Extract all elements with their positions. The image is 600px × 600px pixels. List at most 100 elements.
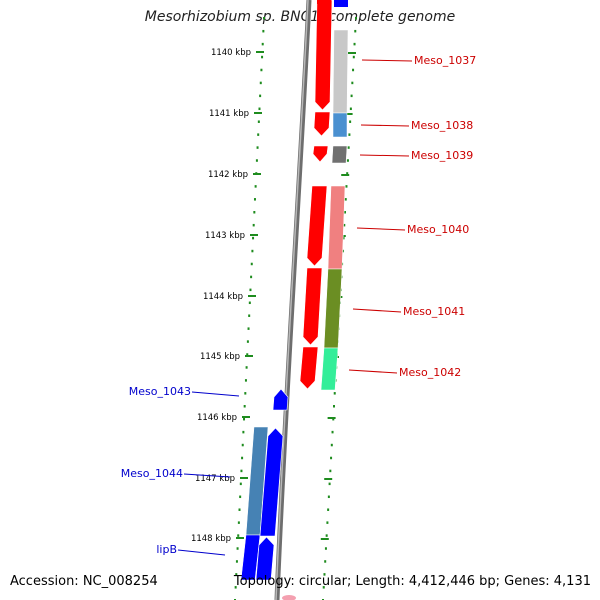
gene-labels: Meso_1037 Meso_1038 Meso_1039 Meso_1040 Meso…: [121, 54, 476, 556]
forward-gene-arrow: [306, 185, 328, 267]
ruler-dot-left: [246, 340, 249, 343]
function-bar: [327, 185, 346, 270]
ruler-dot-left: [247, 327, 250, 330]
ruler-dot-right: [329, 469, 332, 473]
ruler-dot-left: [237, 521, 240, 524]
partial-gene: [282, 595, 296, 600]
gene-label-meso-1043[interactable]: Meso_1043: [129, 385, 191, 398]
ruler-dot-left: [262, 29, 265, 33]
gene-label-meso-1040[interactable]: Meso_1040: [407, 223, 469, 236]
label-leader-line: [352, 308, 402, 313]
forward-gene-arrow: [299, 346, 319, 390]
ruler-dot-right: [333, 392, 336, 395]
ruler-dot-left: [248, 314, 251, 317]
ruler-dot-right: [342, 236, 345, 240]
ruler-tick-label: 1142 kbp: [208, 170, 248, 180]
ruler-dot-left: [237, 534, 240, 537]
ruler-dot-left: [250, 262, 253, 266]
ruler-dot-right: [327, 495, 330, 499]
ruler-dot-left: [253, 198, 256, 201]
genome-backbone-highlight: [275, 0, 309, 600]
ruler-dot-left: [243, 405, 246, 408]
genome-backbone: [274, 0, 312, 600]
ruler-dot-right: [346, 172, 349, 175]
forward-gene-arrow: [314, 0, 333, 111]
ruler-dot-left: [243, 417, 246, 421]
function-bar: [334, 0, 348, 7]
ruler-dot-left: [236, 547, 239, 550]
ruler-dot-left: [252, 223, 255, 227]
ruler-dot-left: [258, 107, 261, 111]
reverse-gene-arrow: [272, 388, 289, 411]
ruler-dot-left: [263, 17, 265, 20]
label-leader-line: [348, 369, 398, 374]
ruler-dot-right: [326, 521, 329, 524]
gene-label-lipb[interactable]: lipB: [156, 543, 177, 556]
ruler-dot-right: [353, 42, 356, 46]
ruler-dot-left: [235, 573, 238, 576]
ruler-tick-label: 1140 kbp: [211, 48, 251, 58]
label-leader-line: [177, 549, 226, 556]
ruler-dot-right: [347, 146, 350, 149]
ruler-dot-right: [330, 456, 333, 460]
ruler-dot-left: [254, 185, 257, 188]
ruler-tick-label: 1148 kbp: [191, 534, 231, 544]
ruler-tick-label: 1146 kbp: [197, 413, 237, 423]
ruler-dot-right: [350, 94, 353, 98]
ruler-dot-right: [324, 547, 327, 550]
ruler-dot-right: [343, 223, 346, 227]
ruler-dot-left: [245, 366, 248, 369]
ruler-dot-right: [325, 534, 328, 537]
genes: [255, 0, 333, 600]
ruler-dot-left: [248, 301, 251, 305]
function-bars: [240, 0, 349, 581]
ruler-dot-right: [331, 430, 334, 434]
ruler-dot-left: [252, 236, 255, 240]
label-leader-line: [356, 227, 406, 231]
ruler-dot-left: [251, 249, 254, 253]
function-bar: [332, 29, 349, 114]
ruler-dot-right: [352, 68, 355, 72]
ruler-tick-label: 1143 kbp: [205, 231, 245, 241]
function-bar: [331, 145, 348, 164]
ruler-dot-left: [261, 55, 264, 59]
ruler-dot-right: [324, 560, 327, 563]
ruler-dot-right: [348, 133, 351, 136]
label-leader-line: [361, 59, 413, 62]
gene-label-meso-1039[interactable]: Meso_1039: [411, 149, 473, 162]
ruler-dot-left: [242, 430, 245, 434]
gene-label-meso-1041[interactable]: Meso_1041: [403, 305, 465, 318]
ruler-dot-left: [260, 68, 263, 72]
label-leader-line: [183, 473, 231, 478]
ruler-dot-right: [344, 211, 346, 214]
ruler-dot-left: [239, 482, 242, 486]
ruler-tick-label: 1145 kbp: [200, 352, 240, 362]
ruler-dot-right: [322, 586, 325, 589]
forward-gene-arrow: [317, 0, 331, 4]
ruler-dot-left: [249, 288, 252, 292]
forward-gene-arrow: [313, 111, 331, 137]
ruler-dot-left: [234, 586, 237, 589]
ruler-dot-left: [246, 353, 249, 356]
ruler-dot-left: [259, 94, 262, 98]
ruler-dot-left: [261, 42, 264, 46]
ruler-dot-left: [244, 392, 247, 395]
gene-label-meso-1044[interactable]: Meso_1044: [121, 467, 183, 480]
gene-label-meso-1037[interactable]: Meso_1037: [414, 54, 476, 67]
ruler-tick-label: 1144 kbp: [203, 292, 243, 302]
forward-gene-arrow: [312, 145, 329, 163]
ruler-dot-left: [235, 560, 238, 563]
label-leader-line: [359, 154, 410, 157]
ruler-dot-left: [241, 456, 244, 460]
map-title: Mesorhizobium sp. BNC1, complete genome: [144, 9, 456, 25]
ruler-tick-label: 1147 kbp: [195, 474, 235, 484]
gene-label-meso-1038[interactable]: Meso_1038: [411, 119, 473, 132]
ruler-dot-right: [328, 482, 331, 486]
ruler-dot-right: [355, 17, 357, 20]
ruler-dot-left: [239, 495, 242, 499]
ruler-dot-right: [351, 81, 354, 85]
gene-label-meso-1042[interactable]: Meso_1042: [399, 366, 461, 379]
ruler-dot-left: [250, 275, 253, 279]
ruler-dot-right: [327, 508, 330, 511]
